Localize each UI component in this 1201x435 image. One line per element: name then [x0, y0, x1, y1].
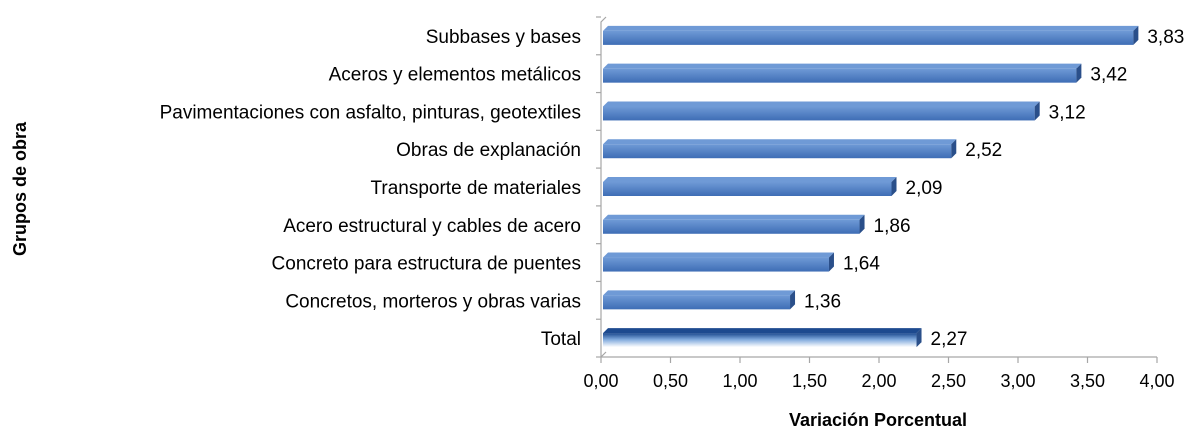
y-axis-title: Grupos de obra — [10, 121, 30, 256]
bar-top-face — [603, 290, 796, 296]
data-label: 2,09 — [906, 178, 943, 199]
bar-top-face — [603, 252, 834, 258]
bar-top-face — [603, 328, 922, 334]
bar — [603, 219, 860, 234]
bar-side-face — [891, 177, 897, 196]
bar-top-face — [603, 214, 865, 220]
data-label: 3,12 — [1049, 102, 1086, 123]
bar — [603, 182, 892, 196]
y-axis-line — [600, 16, 607, 358]
bar-side-face — [859, 214, 865, 234]
data-label: 3,83 — [1147, 27, 1184, 48]
labels: 0,00 0,50 1,00 1,50 2,00 2,50 3,00 3,50 4,00 Subb… — [160, 27, 1185, 391]
data-label: 3,42 — [1090, 65, 1127, 86]
bar — [603, 30, 1134, 45]
bar — [603, 68, 1077, 83]
bar — [603, 333, 917, 348]
x-tick-label: 3,00 — [1000, 371, 1035, 391]
x-tick-label: 0,00 — [583, 371, 618, 391]
category-label: Subbases y bases — [426, 27, 581, 48]
x-tick-label: 4,00 — [1139, 371, 1174, 391]
data-label: 1,64 — [843, 254, 880, 275]
category-label: Concreto para estructura de puentes — [272, 254, 581, 275]
bar-top-face — [603, 177, 897, 182]
data-label: 2,27 — [931, 329, 968, 350]
category-label: Transporte de materiales — [370, 178, 581, 199]
bar-side-face — [951, 139, 957, 159]
bar — [603, 144, 952, 159]
axes — [596, 16, 1158, 363]
x-tick-label: 1,00 — [722, 371, 757, 391]
x-tick-label: 3,50 — [1070, 371, 1105, 391]
data-label: 1,86 — [874, 216, 911, 237]
category-label: Total — [541, 329, 581, 350]
bar — [603, 295, 791, 310]
category-label: Obras de explanación — [396, 140, 581, 161]
bar-side-face — [1076, 63, 1082, 83]
bar-side-face — [828, 252, 834, 272]
category-label: Pavimentaciones con asfalto, pinturas, g… — [160, 102, 581, 123]
x-tick-label: 0,50 — [653, 371, 688, 391]
bar-top-face — [603, 139, 957, 145]
data-label: 2,52 — [965, 140, 1002, 161]
category-label: Acero estructural y cables de acero — [283, 216, 581, 237]
bar-top-face — [603, 101, 1040, 107]
bar-side-face — [916, 328, 922, 348]
bar-side-face — [1133, 25, 1139, 45]
x-axis-title: Variación Porcentual — [789, 410, 967, 430]
x-tick-label: 2,00 — [861, 371, 896, 391]
data-label: 1,36 — [804, 291, 841, 312]
bars — [603, 25, 1139, 348]
bar — [603, 106, 1035, 121]
category-label: Concretos, morteros y obras varias — [285, 291, 581, 312]
bar-side-face — [1034, 101, 1040, 121]
x-tick-label: 1,50 — [792, 371, 827, 391]
bar — [603, 257, 829, 272]
bar-side-face — [790, 290, 796, 310]
bar-top-face — [603, 25, 1139, 31]
bar-top-face — [603, 63, 1082, 69]
x-tick-label: 2,50 — [931, 371, 966, 391]
category-label: Aceros y elementos metálicos — [329, 65, 581, 86]
